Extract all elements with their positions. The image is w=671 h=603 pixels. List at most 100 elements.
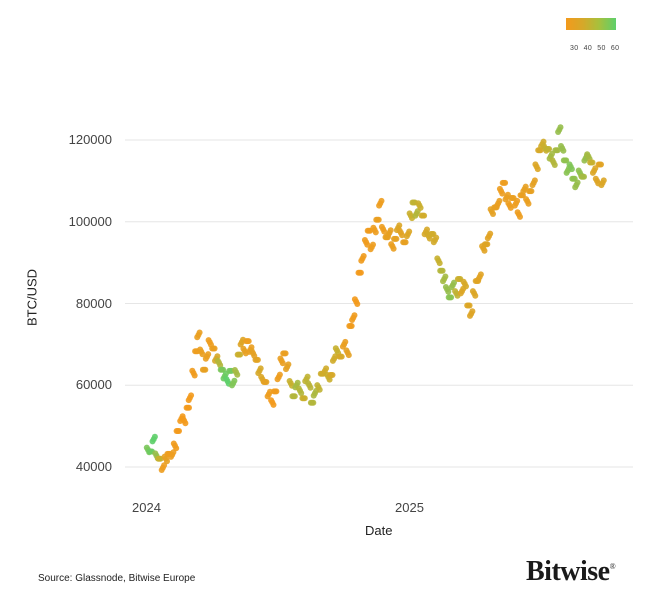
gridlines (125, 139, 633, 468)
data-point (279, 360, 286, 367)
data-point (430, 239, 437, 246)
data-point (557, 124, 564, 131)
data-point (406, 228, 413, 235)
data-point (191, 372, 198, 379)
data-point (428, 231, 434, 237)
data-point (514, 197, 521, 204)
colorbar-tick: 50 (597, 45, 606, 52)
data-point (481, 241, 488, 248)
data-point (155, 455, 162, 462)
data-point (248, 348, 255, 355)
data-point (276, 371, 283, 378)
data-point (403, 233, 410, 240)
data-point (351, 296, 358, 303)
data-point (388, 241, 395, 248)
data-point (551, 162, 558, 168)
data-point (240, 345, 247, 352)
data-point (173, 445, 180, 452)
y-tick-label: 60000 (75, 377, 112, 392)
data-point (372, 229, 379, 236)
data-point (192, 348, 199, 355)
data-point (442, 273, 449, 280)
data-point (549, 157, 556, 164)
data-point (434, 255, 441, 262)
data-point (373, 216, 380, 223)
data-point (152, 450, 159, 457)
data-point (214, 357, 221, 364)
data-point (424, 226, 430, 233)
data-point (146, 448, 153, 455)
data-point (387, 227, 394, 234)
data-point (314, 382, 321, 389)
data-point (496, 197, 503, 204)
data-point (522, 183, 529, 190)
data-point (226, 367, 233, 374)
source-note: Source: Glassnode, Bitwise Europe (38, 573, 196, 584)
data-point (560, 157, 567, 164)
data-point (496, 185, 503, 192)
data-point (197, 346, 204, 353)
data-point (469, 308, 476, 315)
data-point (399, 232, 406, 239)
y-axis-label: BTC/USD (24, 268, 40, 327)
data-point (517, 213, 523, 220)
data-point (351, 312, 358, 319)
data-point (433, 234, 440, 241)
data-point (494, 202, 500, 209)
logo-text: Bitwise (526, 556, 610, 587)
data-point (364, 241, 371, 248)
data-point (199, 351, 206, 358)
data-point (508, 195, 515, 201)
data-point (511, 202, 518, 209)
data-point (361, 237, 368, 243)
data-point (261, 379, 267, 385)
data-point (180, 415, 186, 422)
data-point (168, 453, 174, 460)
data-point (563, 169, 570, 176)
y-tick-label: 40000 (75, 459, 112, 474)
data-point (481, 247, 488, 254)
data-point (298, 390, 305, 397)
data-point (460, 278, 467, 285)
data-point (231, 377, 238, 384)
data-point (205, 351, 212, 358)
data-point (223, 376, 230, 382)
data-point (531, 177, 538, 184)
data-point (477, 271, 484, 278)
data-point (307, 384, 314, 391)
data-point (499, 179, 506, 186)
data-point (289, 393, 296, 400)
data-point (523, 196, 530, 203)
data-point (390, 245, 397, 252)
data-point (440, 278, 446, 285)
data-point (316, 386, 323, 393)
data-point (342, 338, 349, 345)
data-point (264, 393, 271, 400)
data-point (274, 376, 281, 383)
data-point (285, 361, 292, 368)
data-point (543, 146, 550, 152)
data-point (270, 401, 277, 408)
data-point (457, 290, 464, 297)
colorbar-tick: 40 (583, 45, 593, 52)
data-point (578, 173, 585, 180)
data-point (475, 276, 482, 283)
data-point (258, 373, 265, 380)
data-point (572, 184, 579, 191)
y-tick-label: 120000 (68, 132, 112, 147)
data-point (376, 202, 383, 209)
data-point (327, 372, 334, 378)
data-point (426, 235, 433, 242)
data-point (452, 288, 459, 295)
data-point (463, 283, 469, 290)
data-point (257, 365, 264, 372)
data-point (526, 188, 532, 195)
data-point (329, 357, 336, 364)
data-point (370, 224, 377, 231)
data-point (231, 367, 238, 373)
data-point (323, 365, 330, 372)
data-point (378, 223, 385, 230)
data-point (566, 161, 573, 168)
data-point (436, 260, 443, 267)
